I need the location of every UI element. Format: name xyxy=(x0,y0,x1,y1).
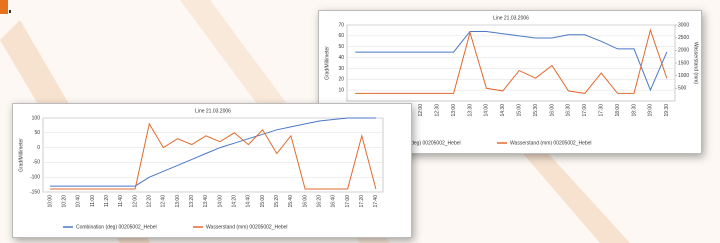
y-tick-label: 40 xyxy=(338,55,344,61)
y-tick-label: -100 xyxy=(30,175,40,181)
x-tick-label: 12:40 xyxy=(161,195,167,208)
x-tick-label: 12:20 xyxy=(147,195,153,208)
chart-panel: Line 21.03.2006 -150 -100 -50 0 50 100 Grad/Mil… xyxy=(12,103,412,238)
x-tick-label: 11:00 xyxy=(90,195,96,207)
chart-title: Line 21.03.2006 xyxy=(493,15,529,21)
x-tick-label: 15:00 xyxy=(260,195,266,208)
x-tick-label: 15:20 xyxy=(274,195,280,208)
x-tick-label: 11:20 xyxy=(104,195,110,207)
x-tick-label: 14:40 xyxy=(246,195,252,208)
x-tick-label: 13:40 xyxy=(203,195,209,208)
plot-area xyxy=(43,118,383,192)
x-tick-label: 13:30 xyxy=(467,104,473,117)
x-tick-label: 16:40 xyxy=(331,195,337,208)
y-tick-label: 50 xyxy=(34,130,40,136)
legend-label: Wasserstand (mm) 00205002_Hebel xyxy=(206,224,288,230)
y2-tick-label: 1500 xyxy=(678,60,689,66)
x-tick-label: 19:00 xyxy=(648,104,654,117)
y-tick-label: 20 xyxy=(338,77,344,83)
x-tick-label: 10:00 xyxy=(47,195,53,208)
x-tick-label: 16:00 xyxy=(302,195,308,208)
x-tick-label: 14:00 xyxy=(484,104,490,117)
legend-label: Wasserstand (mm) 00205002_Hebel xyxy=(510,140,592,146)
x-tick-label: 17:30 xyxy=(599,104,605,117)
chart: Line 21.03.2006 -150 -100 -50 0 50 100 Grad/Mil… xyxy=(13,104,411,237)
x-tick-label: 12:00 xyxy=(132,195,138,208)
x-tick-label: 13:20 xyxy=(189,195,195,208)
stripe xyxy=(520,150,630,243)
x-tick-label: 16:20 xyxy=(317,195,323,208)
x-tick-label: 10:40 xyxy=(76,195,82,208)
y-tick-label: -50 xyxy=(33,160,40,166)
y-tick-label: 100 xyxy=(32,115,41,121)
y-tick-label: 0 xyxy=(37,145,40,151)
y-tick-label: 70 xyxy=(338,22,344,28)
x-tick-label: 19:30 xyxy=(664,104,670,117)
logo-dot xyxy=(9,10,11,13)
x-tick-label: 16:30 xyxy=(566,104,572,117)
y-tick-label: 10 xyxy=(338,87,344,93)
y2-tick-label: 2000 xyxy=(678,48,689,54)
y2-tick-label: 1000 xyxy=(678,73,689,79)
y-tick-label: 50 xyxy=(338,44,344,50)
logo-block xyxy=(0,0,8,14)
x-tick-label: 16:00 xyxy=(549,104,555,117)
x-tick-label: 11:40 xyxy=(118,195,124,207)
x-tick-label: 12:30 xyxy=(435,104,441,117)
y2-axis-label: Wasserstand (mm) xyxy=(693,42,699,84)
legend-label: Combination (deg) 00205002_Hebel xyxy=(76,224,157,230)
screenshot: Line 21.03.20061020304050607050010001500… xyxy=(0,0,720,243)
x-tick-label: 18:30 xyxy=(631,104,637,117)
x-tick-label: 15:00 xyxy=(517,104,523,117)
x-tick-label: 17:40 xyxy=(373,195,379,208)
chart-title: Line 21.03.2006 xyxy=(195,108,231,114)
y2-tick-label: 2500 xyxy=(678,35,689,41)
x-tick-label: 14:00 xyxy=(217,195,223,208)
y-tick-label: 30 xyxy=(338,66,344,72)
y-tick-label: 60 xyxy=(338,33,344,39)
x-tick-label: 10:20 xyxy=(62,195,68,208)
x-tick-label: 18:00 xyxy=(615,104,621,117)
plot-area xyxy=(347,25,675,101)
y-tick-label: -150 xyxy=(30,189,40,195)
y-axis-label: Grad/Millimeter xyxy=(18,138,24,172)
x-tick-label: 14:20 xyxy=(232,195,238,208)
x-tick-label: 13:00 xyxy=(451,104,457,117)
x-tick-label: 17:20 xyxy=(359,195,365,208)
x-tick-label: 13:00 xyxy=(175,195,181,208)
x-tick-label: 17:00 xyxy=(582,104,588,117)
x-tick-label: 15:30 xyxy=(533,104,539,117)
x-tick-label: 17:00 xyxy=(345,195,351,208)
y-axis-label: Grad/Millimeter xyxy=(324,46,330,80)
x-tick-label: 15:40 xyxy=(288,195,294,208)
x-tick-label: 12:00 xyxy=(418,104,424,117)
x-tick-label: 14:30 xyxy=(500,104,506,117)
y2-tick-label: 3000 xyxy=(678,22,689,28)
y2-tick-label: 500 xyxy=(678,86,687,92)
